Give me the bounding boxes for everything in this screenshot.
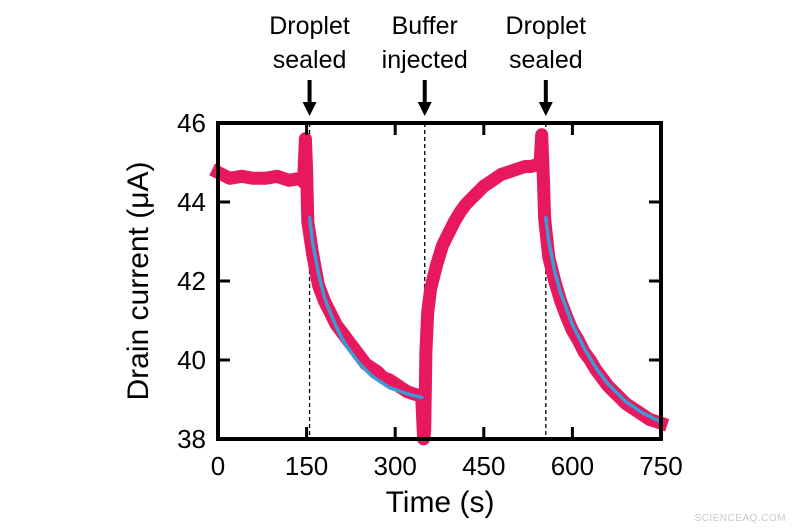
annotation-arrowhead [417, 102, 432, 116]
y-tick-label: 40 [177, 345, 206, 375]
y-tick-label: 42 [177, 266, 206, 296]
tick-layer: 0 150 300 450 600 750 38 40 42 44 46 [177, 108, 683, 481]
measured-current-trace [209, 128, 670, 446]
annotation-label: sealed [273, 46, 347, 74]
annotation-layer: Droplet sealed Buffer injected Droplet sealed [269, 12, 586, 439]
series-layer [209, 128, 670, 446]
annotation-arrowhead [538, 102, 553, 116]
y-tick-label: 44 [177, 187, 206, 217]
x-axis-title: Time (s) [386, 486, 495, 519]
annotation-label: Buffer [392, 12, 458, 40]
annotation-label: Droplet [506, 12, 587, 40]
watermark: SCIENCEAQ.COM [694, 513, 786, 524]
x-tick-label: 600 [551, 451, 594, 481]
annotation-label: Droplet [269, 12, 350, 40]
annotation-label: sealed [509, 46, 583, 74]
x-tick-label: 450 [462, 451, 505, 481]
y-tick-label: 46 [177, 108, 206, 138]
annotation-arrowhead [302, 102, 317, 116]
x-tick-label: 300 [374, 451, 417, 481]
y-axis-title: Drain current (μA) [122, 161, 155, 400]
x-tick-label: 0 [211, 451, 225, 481]
plot-frame [216, 121, 663, 441]
y-tick-label: 38 [177, 424, 206, 454]
x-tick-label: 150 [285, 451, 328, 481]
exponential-fit-curve [307, 216, 663, 423]
annotation-label: injected [382, 46, 468, 74]
x-tick-label: 750 [639, 451, 682, 481]
